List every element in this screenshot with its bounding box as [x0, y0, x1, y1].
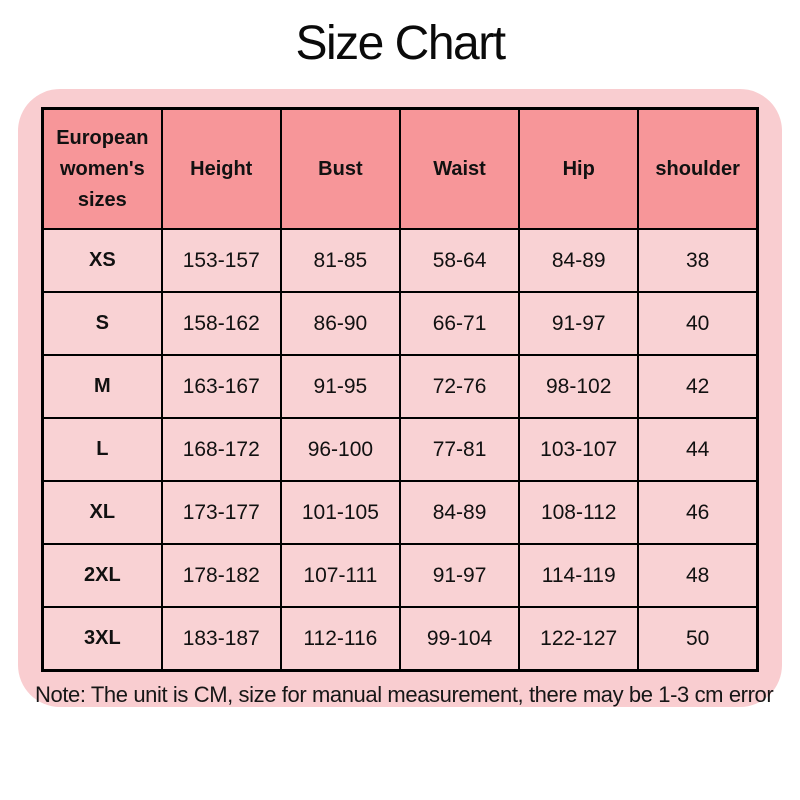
value-cell: 96-100 — [279, 417, 401, 482]
size-table: European women's sizes Height Bust Waist Hip… — [41, 107, 759, 672]
value-cell: 46 — [637, 480, 759, 545]
table-row: 2XL 178-182 107-111 91-97 114-119 48 — [41, 543, 759, 608]
value-cell: 158-162 — [160, 291, 282, 356]
value-cell: 44 — [637, 417, 759, 482]
size-label-cell: XL — [41, 480, 163, 545]
value-cell: 72-76 — [398, 354, 521, 419]
value-cell: 91-97 — [398, 543, 521, 608]
size-label-cell: M — [41, 354, 163, 419]
value-cell: 99-104 — [398, 606, 521, 672]
column-header-cell: Bust — [279, 107, 401, 230]
column-header-cell: Hip — [518, 107, 640, 230]
value-cell: 173-177 — [160, 480, 282, 545]
value-cell: 48 — [637, 543, 759, 608]
value-cell: 40 — [637, 291, 759, 356]
table-row: XL 173-177 101-105 84-89 108-112 46 — [41, 480, 759, 545]
size-label-cell: S — [41, 291, 163, 356]
value-cell: 183-187 — [160, 606, 282, 672]
value-cell: 91-97 — [518, 291, 640, 356]
value-cell: 112-116 — [279, 606, 401, 672]
column-header-cell: Waist — [398, 107, 521, 230]
table-header-row: European women's sizes Height Bust Waist Hip… — [41, 107, 759, 230]
corner-header-cell: European women's sizes — [41, 107, 163, 230]
value-cell: 98-102 — [518, 354, 640, 419]
value-cell: 42 — [637, 354, 759, 419]
value-cell: 66-71 — [398, 291, 521, 356]
table-row: L 168-172 96-100 77-81 103-107 44 — [41, 417, 759, 482]
value-cell: 163-167 — [160, 354, 282, 419]
table-row: XS 153-157 81-85 58-64 84-89 38 — [41, 228, 759, 293]
page-title: Size Chart — [295, 17, 506, 70]
value-cell: 86-90 — [279, 291, 401, 356]
table-body: XS 153-157 81-85 58-64 84-89 38 S 158-162 86-90 6… — [41, 228, 759, 672]
size-label-cell: XS — [41, 228, 163, 293]
column-header-cell: Height — [160, 107, 282, 230]
table-row: European women's sizes Height Bust Waist Hip… — [41, 107, 759, 230]
value-cell: 50 — [637, 606, 759, 672]
table-row: M 163-167 91-95 72-76 98-102 42 — [41, 354, 759, 419]
value-cell: 114-119 — [518, 543, 640, 608]
value-cell: 84-89 — [518, 228, 640, 293]
size-label-cell: 3XL — [41, 606, 163, 672]
value-cell: 81-85 — [279, 228, 401, 293]
value-cell: 107-111 — [279, 543, 401, 608]
size-label-cell: 2XL — [41, 543, 163, 608]
value-cell: 103-107 — [518, 417, 640, 482]
value-cell: 84-89 — [398, 480, 521, 545]
table-row: S 158-162 86-90 66-71 91-97 40 — [41, 291, 759, 356]
size-label-cell: L — [41, 417, 163, 482]
value-cell: 108-112 — [518, 480, 640, 545]
value-cell: 153-157 — [160, 228, 282, 293]
value-cell: 91-95 — [279, 354, 401, 419]
value-cell: 178-182 — [160, 543, 282, 608]
value-cell: 38 — [637, 228, 759, 293]
value-cell: 58-64 — [398, 228, 521, 293]
table-row: 3XL 183-187 112-116 99-104 122-127 50 — [41, 606, 759, 672]
value-cell: 101-105 — [279, 480, 401, 545]
note-text: Note: The unit is CM, size for manual me… — [35, 682, 774, 707]
value-cell: 168-172 — [160, 417, 282, 482]
value-cell: 122-127 — [518, 606, 640, 672]
value-cell: 77-81 — [398, 417, 521, 482]
column-header-cell: shoulder — [637, 107, 759, 230]
size-chart-panel: European women's sizes Height Bust Waist Hip… — [18, 89, 782, 707]
